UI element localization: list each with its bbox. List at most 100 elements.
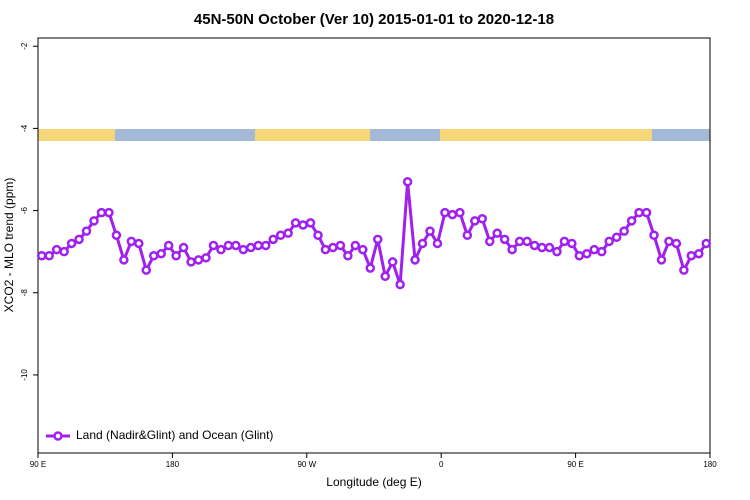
data-point	[343, 251, 353, 261]
data-point	[358, 244, 368, 255]
data-point	[387, 257, 398, 267]
legend-marker	[53, 431, 63, 441]
x-axis-label: Longitude (deg E)	[326, 475, 421, 489]
x-tick-label: 90 E	[567, 460, 583, 469]
x-tick-label: 180	[703, 460, 717, 469]
data-point	[268, 234, 278, 245]
data-point	[596, 246, 607, 257]
data-point	[320, 244, 331, 255]
data-point	[619, 226, 629, 236]
data-point	[126, 236, 137, 247]
data-point	[440, 207, 450, 218]
data-point	[544, 242, 555, 253]
data-point	[604, 236, 614, 247]
data-point	[89, 216, 99, 226]
data-point	[455, 207, 465, 218]
data-point	[365, 263, 376, 273]
data-point	[350, 240, 361, 251]
data-point	[59, 246, 69, 257]
x-tick-label: 90 E	[30, 460, 46, 469]
data-point	[522, 236, 532, 247]
y-tick-label: -6	[20, 206, 29, 214]
data-point	[499, 234, 510, 245]
data-point	[537, 242, 547, 253]
data-point	[290, 218, 301, 228]
data-point	[462, 230, 473, 240]
data-point	[395, 279, 405, 290]
data-point	[380, 271, 390, 282]
x-tick-label: 0	[439, 460, 444, 469]
data-point	[298, 220, 308, 230]
data-point	[432, 238, 443, 249]
data-point	[44, 251, 54, 261]
data-point	[201, 253, 211, 263]
data-point	[656, 255, 667, 265]
data-point	[634, 207, 644, 218]
data-point	[671, 238, 682, 249]
data-point	[372, 234, 383, 245]
x-tick-label: 180	[166, 460, 180, 469]
data-point	[305, 218, 316, 228]
data-point	[484, 236, 495, 247]
data-point	[216, 244, 226, 255]
data-point	[328, 242, 338, 253]
data-point	[208, 240, 219, 251]
data-point	[51, 244, 62, 255]
y-axis-label: XCO2 - MLO trend (ppm)	[2, 178, 16, 313]
data-point	[141, 265, 152, 275]
y-tick-label: -8	[20, 289, 29, 297]
data-point	[238, 244, 249, 255]
data-point	[529, 240, 540, 251]
data-point	[186, 257, 196, 267]
data-point	[679, 265, 689, 275]
data-point	[178, 242, 189, 253]
data-point	[313, 230, 323, 240]
data-point	[104, 207, 114, 218]
data-point	[574, 251, 585, 261]
data-point	[148, 251, 159, 261]
data-point	[641, 207, 652, 218]
data-point	[335, 240, 346, 251]
data-point	[193, 255, 204, 265]
data-point	[477, 214, 488, 224]
data-point	[402, 177, 413, 187]
data-point	[81, 226, 92, 236]
y-tick-label: -10	[20, 369, 29, 381]
data-point	[664, 236, 674, 247]
data-point	[470, 216, 480, 226]
data-point	[74, 234, 84, 245]
data-point	[163, 240, 174, 251]
data-point	[701, 238, 712, 249]
data-point	[246, 242, 256, 253]
data-point	[686, 251, 697, 261]
data-point	[36, 251, 47, 261]
data-point	[66, 238, 77, 249]
data-point	[260, 240, 271, 251]
data-point	[283, 228, 293, 238]
legend-label: Land (Nadir&Glint) and Ocean (Glint)	[76, 428, 273, 442]
data-point	[611, 232, 622, 243]
data-point	[111, 230, 122, 240]
data-point	[417, 238, 428, 249]
data-point	[156, 248, 166, 259]
data-point	[223, 240, 234, 251]
data-point	[559, 236, 570, 247]
data-point	[171, 251, 181, 261]
data-point	[425, 226, 435, 236]
map-strip	[38, 129, 710, 141]
data-point	[96, 207, 107, 218]
chart-title: 45N-50N October (Ver 10) 2015-01-01 to 2…	[194, 11, 554, 28]
data-point	[552, 246, 562, 257]
data-point	[447, 209, 458, 220]
data-point	[626, 216, 637, 226]
data-point	[567, 238, 577, 249]
data-point	[582, 248, 592, 259]
y-tick-label: -4	[20, 124, 29, 132]
data-point	[275, 230, 286, 240]
data-point	[514, 236, 525, 247]
data-point	[119, 255, 129, 265]
data-point	[589, 244, 600, 255]
data-point	[134, 238, 144, 249]
x-tick-label: 90 W	[297, 460, 316, 469]
